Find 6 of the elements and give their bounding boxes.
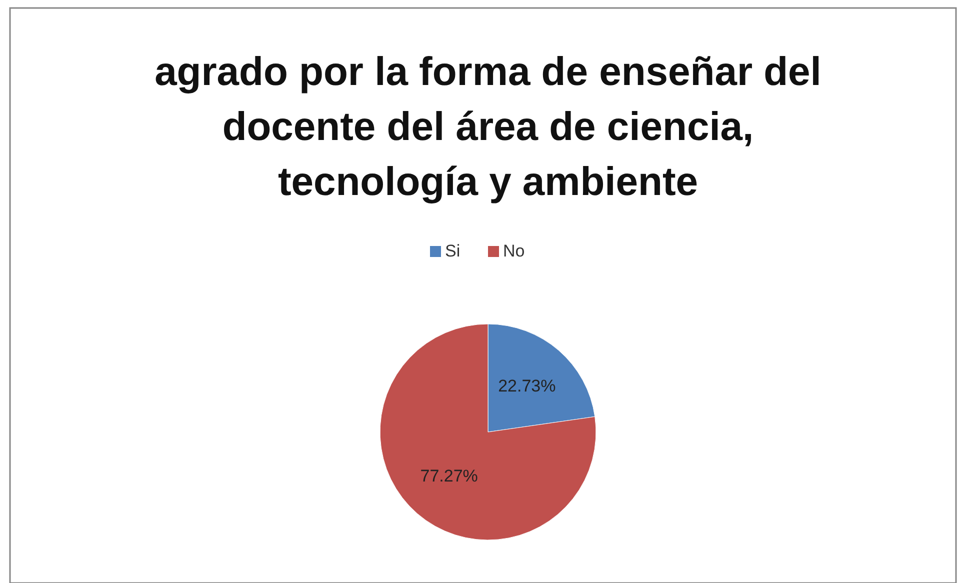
- data-label: 77.27%: [420, 466, 478, 486]
- pie-slice: [380, 324, 596, 540]
- data-label: 22.73%: [498, 376, 556, 396]
- legend-label: Si: [445, 241, 460, 260]
- chart-title: agrado por la forma de enseñar del docente del área de ciencia, tecnología y ambiente: [154, 50, 822, 204]
- legend-label: No: [503, 241, 525, 260]
